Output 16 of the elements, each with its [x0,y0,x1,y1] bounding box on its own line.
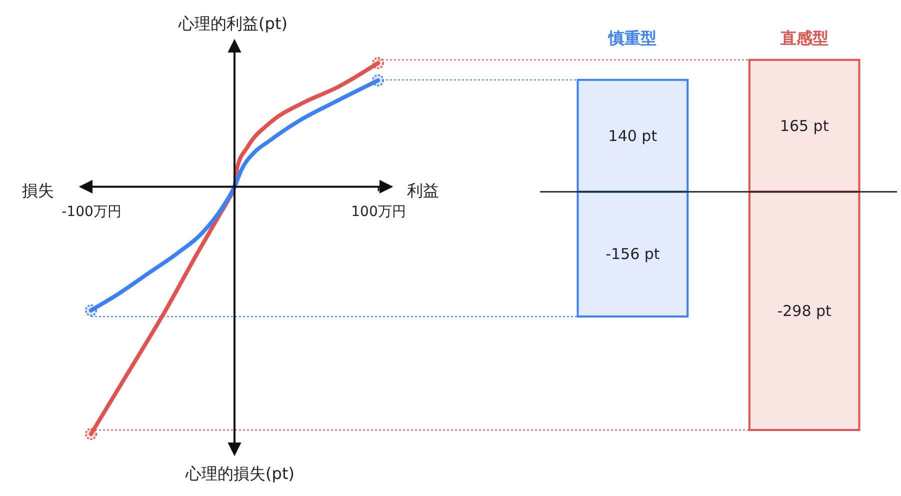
x-tick-label: 慎重型 [608,28,657,48]
text: 心理的利益(pt) [178,14,288,33]
text: 利益 [407,181,439,200]
x-tick-label: 100万円 [351,204,406,220]
text: 損失 [22,181,54,200]
x-tick-label: 直感型 [779,28,828,48]
text: 心理的損失(pt) [184,464,294,483]
data-label: -298 pt [777,302,832,320]
data-label: 165 pt [780,116,829,135]
point [85,304,97,316]
data-label: -156 pt [606,245,660,264]
point [372,74,384,86]
point [372,57,384,70]
data-label: 140 pt [608,126,658,145]
point [85,428,97,440]
x-tick-label: -100万円 [62,204,122,220]
